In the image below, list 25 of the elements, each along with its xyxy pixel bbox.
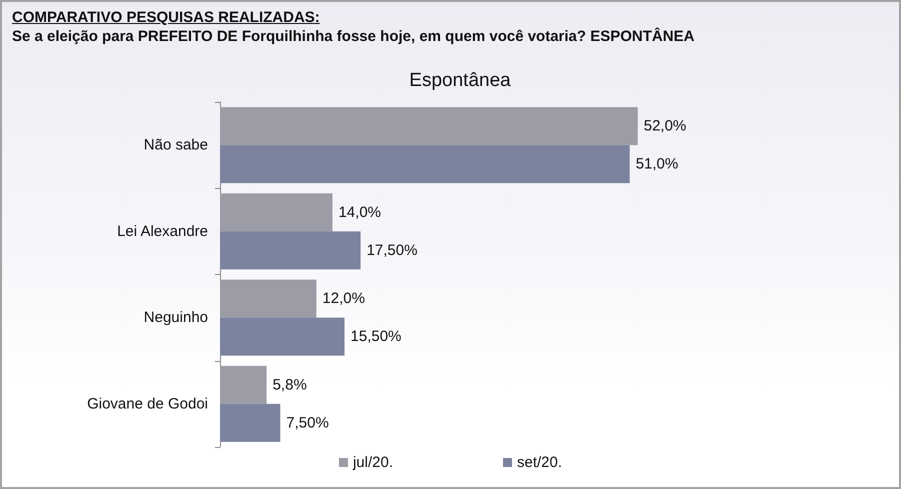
data-label: 52,0% xyxy=(644,118,686,135)
data-label: 5,8% xyxy=(272,376,307,394)
y-tick-label: Giovane de Godoi xyxy=(87,395,208,412)
bar xyxy=(220,280,316,318)
data-label: 17,50% xyxy=(366,242,418,259)
data-label: 51,0% xyxy=(636,156,678,173)
data-label: 14,0% xyxy=(338,204,382,221)
bar xyxy=(220,107,638,146)
legend-label: set/20. xyxy=(517,454,562,471)
chart-subtitle: Se a eleição para PREFEITO DE Forquilhinha fosse hoje, em quem você votaria? ESPONTÂNEA xyxy=(12,27,694,46)
data-label: 12,0% xyxy=(322,290,365,308)
bar xyxy=(220,193,332,232)
bar xyxy=(220,145,630,184)
y-tick-label: Lei Alexandre xyxy=(117,222,208,240)
bar xyxy=(220,231,361,270)
text: Espontânea xyxy=(409,70,512,91)
y-tick-label: Não sabe xyxy=(144,136,208,154)
bar xyxy=(220,318,345,356)
data-label: 7,50% xyxy=(286,414,329,432)
bar xyxy=(220,404,280,442)
legend-label: jul/20. xyxy=(352,454,394,471)
y-tick-label: Neguinho xyxy=(144,309,208,326)
data-label: 15,50% xyxy=(350,328,402,346)
chart-title: COMPARATIVO PESQUISAS REALIZADAS: xyxy=(12,8,321,27)
bar xyxy=(220,366,267,404)
